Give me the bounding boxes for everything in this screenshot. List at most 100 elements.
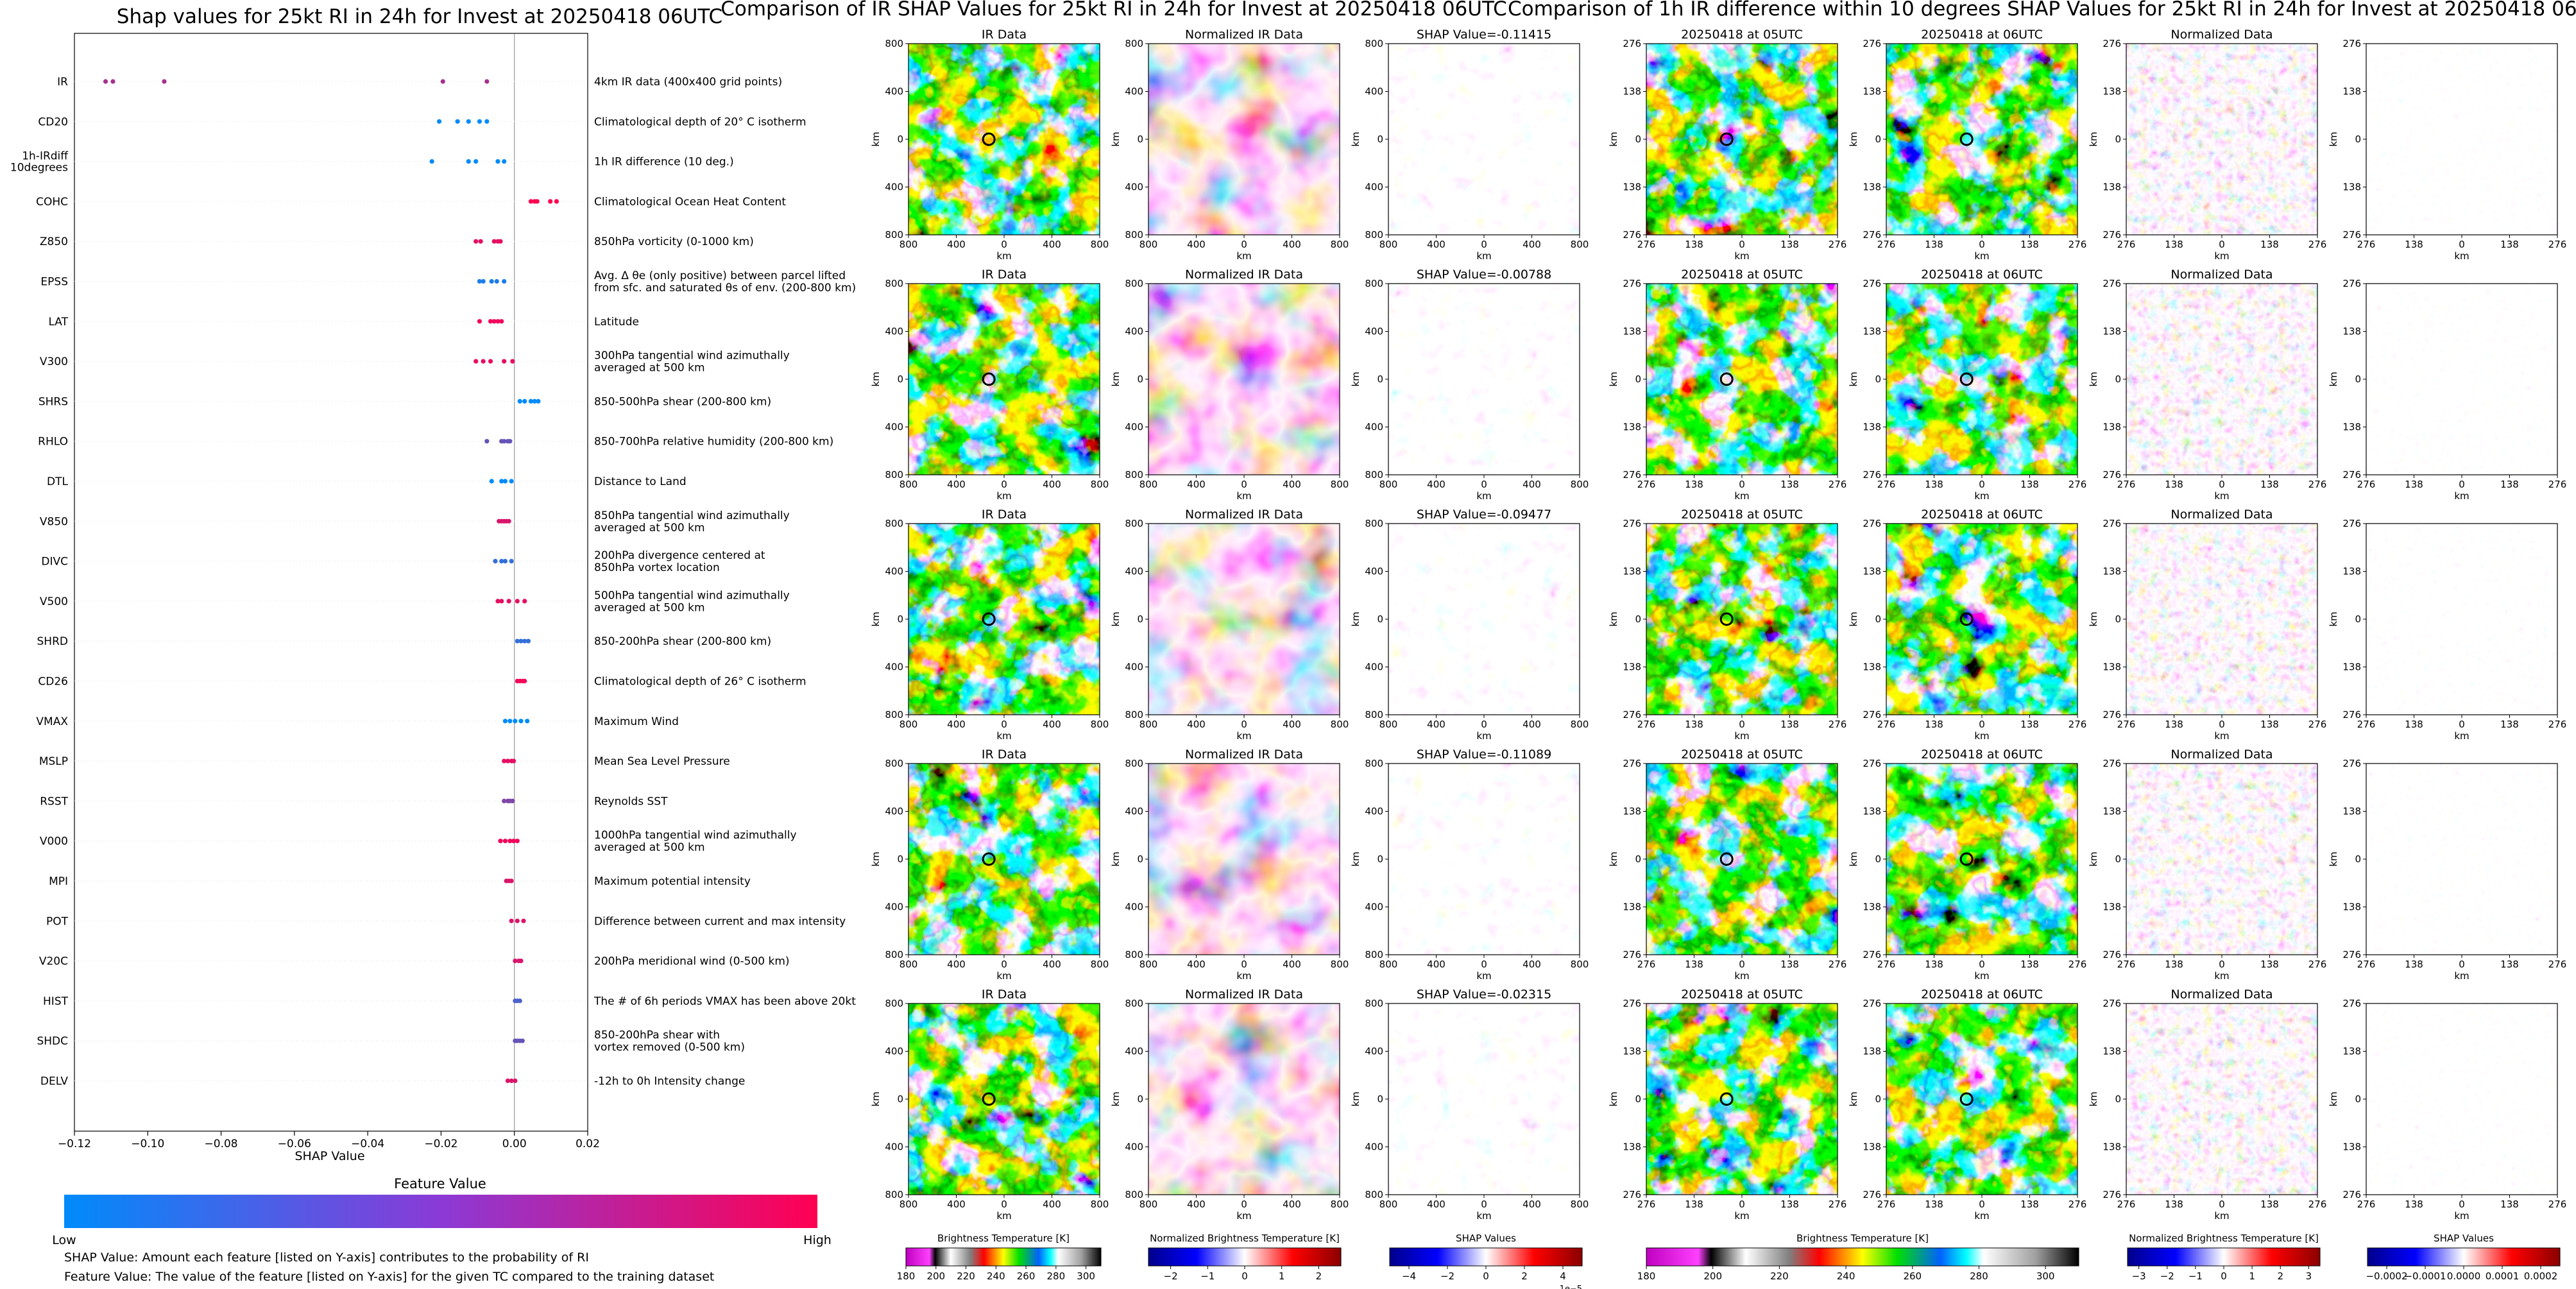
feature-description: Distance to Land [594, 475, 687, 488]
map-x-axis-label: km [1974, 1210, 1989, 1222]
feature-label: CD20 [38, 115, 68, 128]
map-y-tick-label: 276 [1863, 469, 1881, 481]
map-y-tick-label: 400 [1125, 662, 1143, 673]
feature-label: HIST [43, 995, 69, 1008]
map-y-tick-label: 276 [1623, 998, 1641, 1009]
map-x-tick-label: 400 [1283, 479, 1301, 490]
shap-point [554, 199, 559, 204]
map-y-tick-label: 138 [2342, 86, 2361, 98]
map-x-tick-label: 276 [2068, 719, 2087, 730]
colorbar-label: Brightness Temperature [K] [937, 1233, 1070, 1244]
map-x-tick-label: 400 [1427, 959, 1446, 970]
map-y-tick-label: 138 [1863, 806, 1881, 817]
map-y-tick-label: 276 [1623, 949, 1641, 960]
shap-point [513, 1078, 518, 1084]
map-x-axis-label: km [1236, 970, 1251, 982]
map-x-tick-label: 138 [2405, 719, 2423, 730]
map-y-tick-label: 138 [1623, 1046, 1641, 1057]
shap-point [495, 599, 500, 604]
map-x-tick-label: 276 [2548, 239, 2567, 250]
map-x-tick-label: 800 [1139, 959, 1158, 970]
map-x-tick-label: 276 [2117, 1199, 2136, 1210]
feature-label: CD26 [38, 676, 68, 688]
map-y-tick-label: 400 [1125, 1046, 1143, 1057]
map-title: Normalized IR Data [1185, 268, 1303, 282]
map-y-tick-label: 276 [1623, 38, 1641, 49]
map-y-tick-label: 276 [1863, 278, 1881, 289]
map-y-tick-label: 0 [2115, 853, 2121, 865]
ir-image [1646, 1003, 1838, 1195]
map-y-tick-label: 276 [1863, 518, 1881, 529]
map-x-tick-label: 400 [1187, 959, 1206, 970]
map-y-tick-label: 800 [1125, 229, 1143, 241]
map-x-tick-label: 800 [1331, 1199, 1349, 1210]
map-title: 20250418 at 05UTC [1681, 508, 1803, 522]
shap-point [510, 359, 515, 364]
map-x-axis-label: km [996, 970, 1011, 982]
map-y-tick-label: 138 [1863, 901, 1881, 913]
map-x-axis-label: km [1476, 1210, 1491, 1222]
map-y-tick-label: 0 [897, 373, 903, 385]
map-x-tick-label: 276 [1637, 479, 1656, 490]
map-y-tick-label: 138 [2103, 1141, 2121, 1153]
map-x-tick-label: 400 [1043, 479, 1061, 490]
colorbar-tick-label: 0.0002 [2524, 1270, 2558, 1282]
map-y-tick-label: 138 [2103, 86, 2121, 98]
shap-point [481, 359, 486, 364]
map-x-tick-label: 0 [2219, 239, 2225, 250]
shap-point [481, 278, 486, 284]
shap-point [495, 319, 500, 324]
map-x-tick-label: 800 [1571, 479, 1589, 490]
ir-comparison-panel: Comparison of IR SHAP Values for 25kt RI… [721, 0, 1589, 1289]
shap-x-axis: −0.12 −0.10 −0.08 −0.06 −0.04 −0.02 0.00 0.02 [58, 1131, 600, 1150]
map-y-tick-label: 400 [885, 86, 903, 98]
map-y-tick-label: 276 [1623, 278, 1641, 289]
shap-point [484, 119, 490, 124]
map-y-tick-label: 0 [2355, 373, 2361, 385]
feature-label: DTL [47, 475, 68, 488]
map-y-axis-label: km [1608, 132, 1619, 146]
map-x-tick-label: 138 [2500, 959, 2519, 970]
map-x-tick-label: 138 [1685, 959, 1703, 970]
map-y-tick-label: 276 [2103, 469, 2121, 481]
map-y-tick-label: 138 [2103, 901, 2121, 913]
map-y-axis-label: km [1608, 851, 1619, 866]
x-tick-label: −0.12 [58, 1138, 91, 1150]
map-x-axis-label: km [996, 1210, 1011, 1222]
map-y-axis-label: km [1350, 371, 1361, 386]
storm-center-marker [1959, 132, 1974, 146]
feature-label: V000 [40, 835, 68, 848]
shap-point [522, 599, 527, 604]
map-y-tick-label: 400 [1365, 1046, 1383, 1057]
map-x-tick-label: 400 [947, 719, 966, 730]
map-y-axis-label: km [1350, 1091, 1361, 1106]
shap-point [488, 319, 493, 324]
feature-label: Z850 [40, 235, 68, 248]
map-y-tick-label: 276 [2103, 278, 2121, 289]
map-y-tick-label: 276 [2342, 1189, 2361, 1200]
normalized-image [1148, 1003, 1340, 1195]
colorbar-tick-label: 280 [1047, 1270, 1066, 1282]
colorbar-tick-label: 200 [1703, 1270, 1722, 1282]
map-y-tick-label: 0 [1635, 613, 1641, 625]
map-x-tick-label: 0 [1739, 1199, 1745, 1210]
ir-image [1646, 44, 1838, 235]
map-y-tick-label: 400 [1365, 662, 1383, 673]
shap-point [505, 1078, 511, 1084]
irdiff-colorbars: Brightness Temperature [K] 180 200 220 240 26… [1637, 1233, 2561, 1282]
map-x-axis-label: km [2454, 730, 2469, 742]
map-x-axis-label: km [1476, 250, 1491, 262]
map-y-tick-label: 0 [1377, 613, 1383, 625]
map-x-tick-label: 138 [2500, 719, 2519, 730]
feature-label: POT [46, 915, 69, 928]
map-y-tick-label: 138 [2342, 566, 2361, 577]
map-y-tick-label: 276 [2342, 998, 2361, 1009]
map-title: Normalized Data [2171, 747, 2273, 762]
map-x-axis-label: km [1236, 730, 1251, 742]
feature-description: from sfc. and saturated θs of env. (200-… [594, 282, 856, 295]
map-x-tick-label: 276 [1877, 479, 1896, 490]
feature-description: averaged at 500 km [594, 841, 705, 854]
feature-label: DELV [40, 1075, 68, 1088]
map-y-tick-label: 0 [1635, 373, 1641, 385]
feature-value-title: Feature Value [394, 1176, 486, 1191]
